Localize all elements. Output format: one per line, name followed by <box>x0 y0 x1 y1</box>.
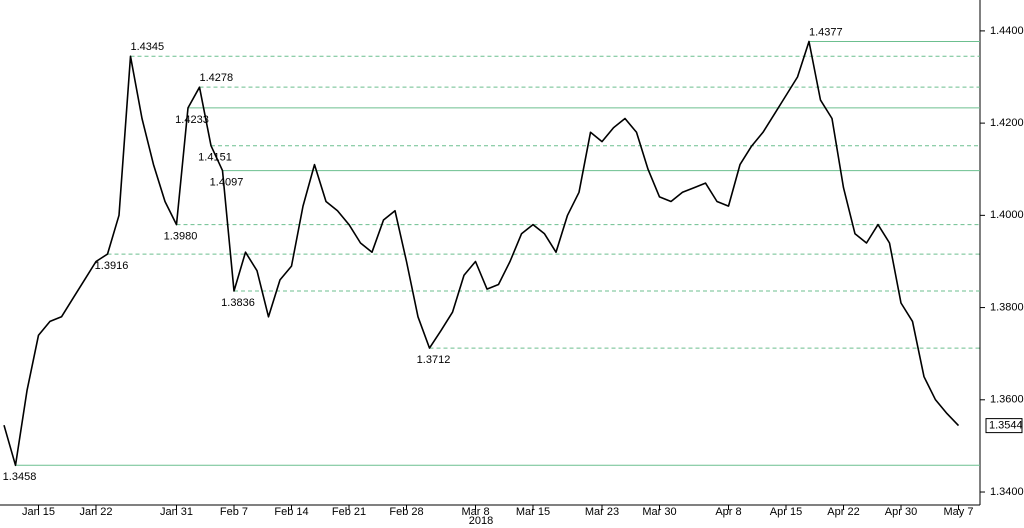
level-label: 1.4151 <box>198 152 232 164</box>
last-price-label: 1.3544 <box>989 420 1023 432</box>
x-tick-label: May 7 <box>944 506 974 518</box>
x-tick-label: Apr 22 <box>827 506 859 518</box>
x-tick-label: Mar 30 <box>642 506 676 518</box>
level-label: 1.3836 <box>221 297 255 309</box>
x-tick-label: Jan 31 <box>160 506 193 518</box>
level-label: 1.4377 <box>809 26 843 38</box>
level-label: 1.4097 <box>210 177 244 189</box>
level-label: 1.3980 <box>164 230 198 242</box>
x-tick-label: Jan 22 <box>79 506 112 518</box>
y-tick-label: 1.4200 <box>990 117 1024 129</box>
x-tick-label: Mar 8 <box>461 506 489 518</box>
x-tick-label: Feb 7 <box>220 506 248 518</box>
x-tick-label: Apr 15 <box>770 506 802 518</box>
level-label: 1.3458 <box>3 471 37 483</box>
last-price-box <box>985 418 1023 434</box>
x-tick-label: Feb 28 <box>389 506 423 518</box>
x-tick-label: Jan 15 <box>22 506 55 518</box>
y-tick-label: 1.4400 <box>990 25 1024 37</box>
price-line <box>3 40 960 467</box>
level-label: 1.3712 <box>417 354 451 366</box>
x-tick-label: Feb 14 <box>274 506 308 518</box>
level-label: 1.4278 <box>200 72 234 84</box>
y-tick-label: 1.3800 <box>990 301 1024 313</box>
x-tick-label: Feb 21 <box>332 506 366 518</box>
level-label: 1.4345 <box>131 41 165 53</box>
y-tick-label: 1.3600 <box>990 394 1024 406</box>
x-tick-label: Apr 30 <box>885 506 917 518</box>
y-tick-label: 1.4000 <box>990 209 1024 221</box>
x-tick-label: Apr 8 <box>715 506 741 518</box>
y-tick-label: 1.3400 <box>990 486 1024 498</box>
level-label: 1.3916 <box>95 260 129 272</box>
x-tick-label: Mar 15 <box>516 506 550 518</box>
x-sublabel: 2018 <box>469 515 493 527</box>
level-label: 1.4233 <box>175 114 209 126</box>
x-tick-label: Mar 23 <box>585 506 619 518</box>
